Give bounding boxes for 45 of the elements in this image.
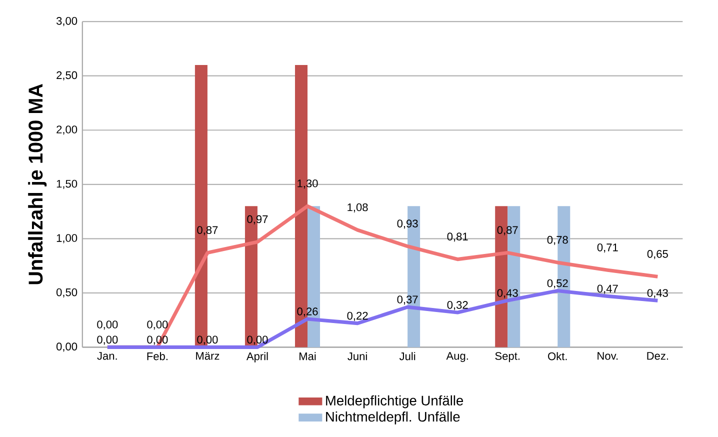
y-tick-label: 3,00 <box>56 16 78 26</box>
data-label: 1,30 <box>298 179 318 188</box>
data-label: 0,47 <box>597 284 618 294</box>
x-tick-label: April <box>246 352 268 362</box>
data-label: 0,78 <box>547 236 568 245</box>
x-tick-label: März <box>196 352 220 360</box>
x-tick-label: Mai <box>300 352 316 360</box>
x-tick-label: Aug. <box>446 352 468 362</box>
legend-label: Nichtmeldepfl. Unfälle <box>326 411 460 424</box>
legend-label: Meldepflichtige Unfälle <box>326 395 464 408</box>
data-label: 0,52 <box>547 279 568 288</box>
data-label: 0,37 <box>397 295 418 304</box>
x-tick-label: Nov. <box>598 352 618 360</box>
data-label: 0,26 <box>297 307 318 316</box>
x-tick-label: Dez. <box>647 352 668 360</box>
x-tick-label: Jan. <box>97 352 117 360</box>
data-label: 0,81 <box>447 232 468 242</box>
data-label: 0,97 <box>247 215 268 224</box>
data-label: 0,00 <box>147 320 168 330</box>
data-label: 1,08 <box>348 203 368 212</box>
y-axis-title: Unfallzahl je 1000 MA <box>28 84 47 284</box>
data-label: 0,71 <box>597 243 618 252</box>
data-label: 0,22 <box>347 312 368 321</box>
data-label: 0,65 <box>647 250 668 259</box>
x-tick-label: Juli <box>399 352 416 360</box>
data-label: 0,87 <box>497 226 518 236</box>
y-tick-label: 0,00 <box>56 342 78 352</box>
data-label: 0,00 <box>147 336 168 345</box>
x-tick-label: Okt. <box>548 352 567 360</box>
data-label: 0,87 <box>197 226 218 236</box>
data-label: 0,00 <box>97 320 118 330</box>
data-label: 0,00 <box>197 336 218 345</box>
data-label: 0,93 <box>397 219 418 229</box>
x-tick-label: Feb. <box>147 352 168 360</box>
x-tick-label: Sept. <box>495 352 520 362</box>
data-label: 0,00 <box>97 336 118 345</box>
data-label: 0,43 <box>497 288 518 298</box>
data-label: 0,43 <box>647 288 668 298</box>
data-label: 0,32 <box>447 300 468 310</box>
y-tick-label: 1,50 <box>56 180 78 189</box>
x-tick-label: Juni <box>348 352 367 360</box>
y-tick-label: 2,00 <box>56 125 78 134</box>
y-tick-label: 2,50 <box>56 71 78 80</box>
y-tick-label: 1,00 <box>56 234 78 243</box>
y-tick-label: 0,50 <box>56 288 78 298</box>
